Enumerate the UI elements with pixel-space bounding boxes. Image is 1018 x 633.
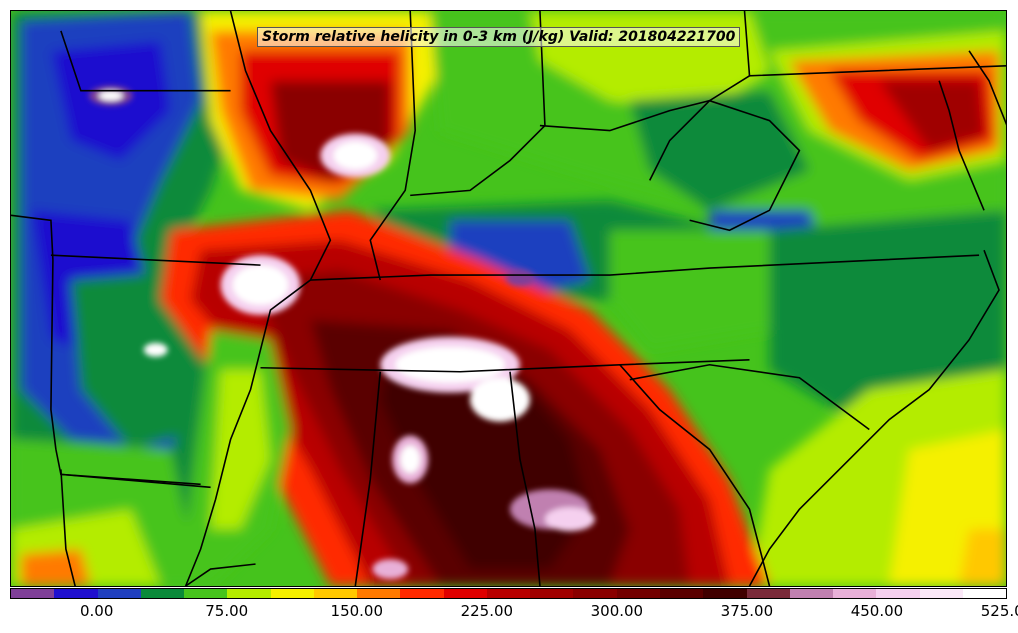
- colorbar-segment: [876, 589, 920, 598]
- colorbar-segment: [97, 589, 141, 598]
- colorbar-segment: [11, 589, 55, 598]
- colorbar-tick-label: 150.00: [330, 602, 384, 620]
- colorbar-segment: [789, 589, 834, 598]
- colorbar-segment: [227, 589, 271, 598]
- colorbar: [10, 588, 1007, 599]
- colorbar-segment: [919, 589, 963, 598]
- colorbar-tick-label: 300.00: [590, 602, 644, 620]
- colorbar-segment: [357, 589, 401, 598]
- colorbar-segment: [530, 589, 574, 598]
- colorbar-tick-label: 225.00: [460, 602, 514, 620]
- colorbar-segment: [184, 589, 228, 598]
- colorbar-segment: [833, 589, 877, 598]
- colorbar-segment: [573, 589, 617, 598]
- state-boundaries: [11, 11, 1006, 586]
- colorbar-segment: [659, 589, 704, 598]
- map-title: Storm relative helicity in 0-3 km (J/kg)…: [257, 27, 741, 47]
- colorbar-tick-label: 0.00: [79, 602, 114, 620]
- colorbar-tick-label: 375.00: [720, 602, 774, 620]
- colorbar-segment: [54, 589, 98, 598]
- colorbar-segment: [400, 589, 444, 598]
- helicity-max-cores: [88, 85, 595, 580]
- colorbar-segment: [270, 589, 314, 598]
- colorbar-segment: [140, 589, 185, 598]
- colorbar-segment: [616, 589, 660, 598]
- helicity-field-map: [11, 11, 1006, 586]
- colorbar-segment: [746, 589, 790, 598]
- colorbar-labels: 0.00 75.00 150.00 225.00 300.00 375.00 450.00 5…: [10, 602, 1018, 622]
- colorbar-tick-label: 75.00: [205, 602, 249, 620]
- colorbar-segment: [486, 589, 531, 598]
- map-panel: Storm relative helicity in 0-3 km (J/kg)…: [10, 10, 1007, 587]
- colorbar-tick-label: 450.00: [850, 602, 904, 620]
- colorbar-segment: [962, 589, 1007, 598]
- colorbar-tick-label: 525.00: [980, 602, 1018, 620]
- colorbar-segment: [313, 589, 358, 598]
- colorbar-segment: [703, 589, 747, 598]
- helicity-shading: [11, 11, 1006, 586]
- colorbar-segment: [443, 589, 487, 598]
